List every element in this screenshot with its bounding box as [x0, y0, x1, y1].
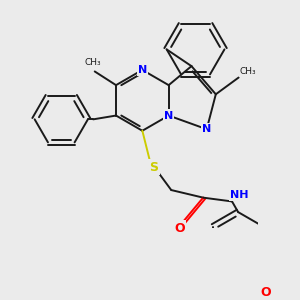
- Text: NH: NH: [230, 190, 249, 200]
- Text: N: N: [164, 110, 173, 121]
- Text: N: N: [202, 124, 211, 134]
- Text: N: N: [138, 65, 147, 75]
- Text: S: S: [149, 161, 158, 174]
- Text: O: O: [260, 286, 271, 299]
- Text: CH₃: CH₃: [85, 58, 101, 67]
- Text: CH₃: CH₃: [239, 67, 256, 76]
- Text: O: O: [174, 221, 185, 235]
